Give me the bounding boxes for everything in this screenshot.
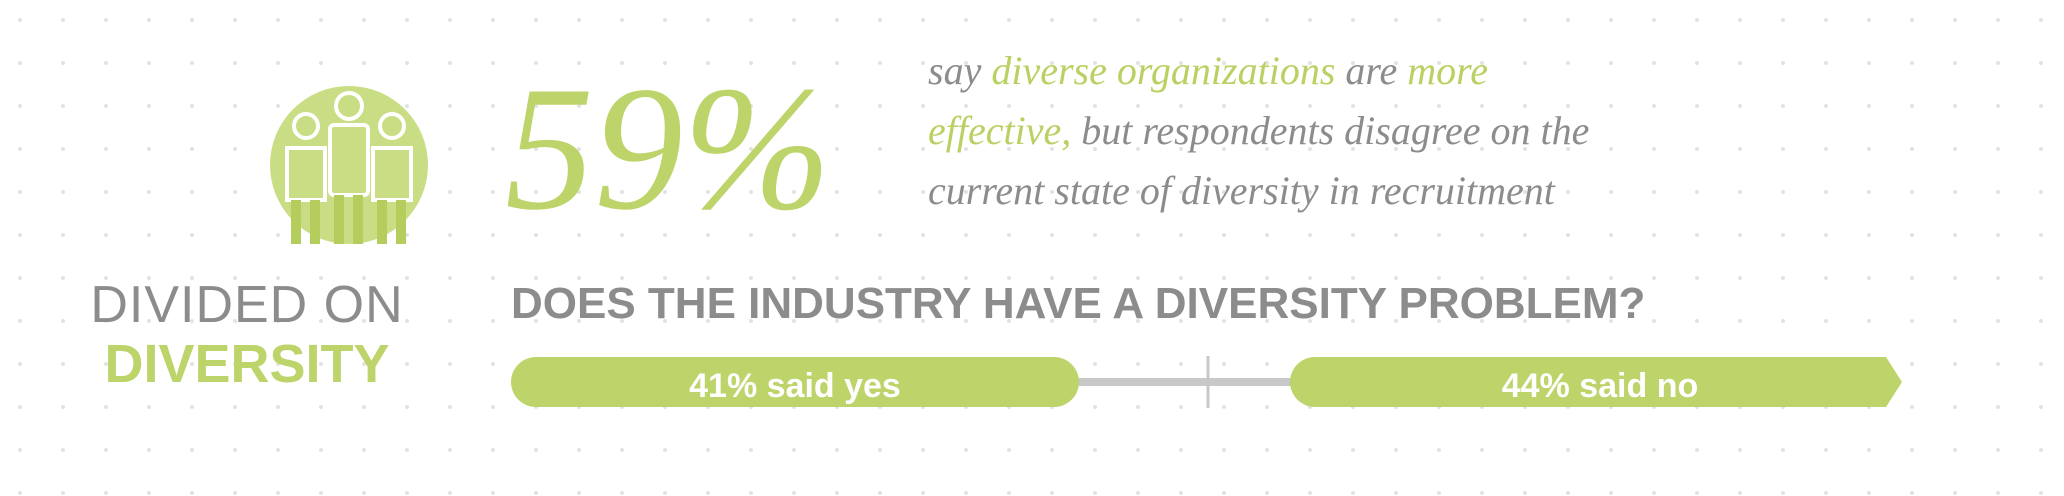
stat-sentence: say diverse organizations are more effect… — [928, 48, 1589, 213]
sentence-segment: diverse organizations — [991, 48, 1335, 93]
sentence-segment: more — [1407, 48, 1488, 93]
no-label: 44% said no — [1502, 367, 1699, 405]
sentence-segment: say — [928, 48, 991, 93]
answer-bar — [511, 356, 1902, 408]
yes-label: 41% said yes — [689, 367, 901, 405]
sentence-segment: but respondents disagree on the — [1071, 108, 1589, 153]
header-line1: DIVIDED ON — [90, 276, 403, 334]
sentence-segment: current state of diversity in recruitmen… — [928, 168, 1556, 213]
sentence-line: current state of diversity in recruitmen… — [928, 168, 1556, 213]
people-icon — [270, 86, 428, 244]
header-line2: DIVERSITY — [104, 334, 389, 394]
sentence-line: effective, but respondents disagree on t… — [928, 108, 1589, 153]
big-stat: 59% — [505, 49, 831, 247]
sentence-segment: are — [1335, 48, 1407, 93]
sentence-segment: effective, — [928, 108, 1071, 153]
sentence-line: say diverse organizations are more — [928, 48, 1488, 93]
question-title: DOES THE INDUSTRY HAVE A DIVERSITY PROBL… — [511, 279, 1645, 328]
